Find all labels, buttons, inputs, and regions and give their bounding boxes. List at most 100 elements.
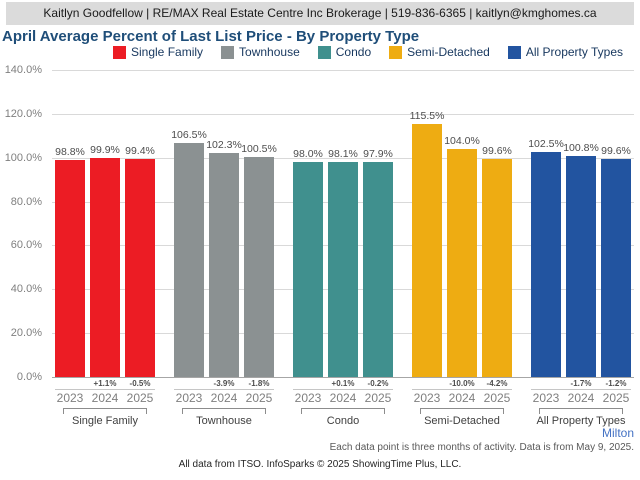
group-divider-line: [55, 389, 155, 390]
bar-column: 97.9%: [363, 70, 393, 377]
bar-value-label: 98.1%: [328, 148, 358, 160]
bar-column: 99.9%: [90, 70, 120, 377]
y-tick-label: 80.0%: [10, 196, 42, 208]
bars-cluster: 102.5% 100.8% 99.6%: [528, 70, 631, 377]
gridline: [52, 70, 634, 71]
bar-value-label: 99.4%: [125, 145, 155, 157]
bar-value-label: 106.5%: [171, 129, 207, 141]
bar-column: 99.6%: [482, 70, 512, 377]
year-label: 2025: [483, 391, 511, 405]
legend-item-label: Semi-Detached: [407, 45, 490, 59]
change-label: -0.2%: [367, 378, 389, 388]
change-row: -3.9% -1.8%: [174, 377, 274, 389]
bar: [447, 149, 477, 377]
change-label: -1.8%: [248, 378, 270, 388]
bar-value-label: 98.8%: [55, 146, 85, 158]
bar-column: 99.4%: [125, 70, 155, 377]
gridline: [52, 114, 634, 115]
year-label: 2023: [532, 391, 560, 405]
legend-item-label: All Property Types: [525, 45, 623, 59]
year-label: 2024: [567, 391, 595, 405]
change-label: -4.2%: [486, 378, 508, 388]
data-note: Each data point is three months of activ…: [329, 442, 634, 453]
bar-column: 100.5%: [241, 70, 277, 377]
attribution-text: All data from ITSO. InfoSparks © 2025 Sh…: [178, 459, 462, 470]
bar-value-label: 100.8%: [563, 142, 599, 154]
legend-item-label: Condo: [335, 45, 372, 59]
bar: [601, 159, 631, 377]
bar-value-label: 99.6%: [482, 145, 512, 157]
chart-title: April Average Percent of Last List Price…: [2, 28, 420, 45]
change-row: -10.0% -4.2%: [412, 377, 512, 389]
y-tick-label: 120.0%: [4, 108, 42, 120]
legend-item-4: All Property Types: [507, 45, 623, 59]
legend-item-2: Condo: [317, 45, 372, 59]
y-tick-label: 100.0%: [4, 152, 42, 164]
bar-column: 98.0%: [293, 70, 323, 377]
bar-value-label: 100.5%: [241, 143, 277, 155]
bar-column: 106.5%: [171, 70, 207, 377]
bar-group-2: 98.0% 98.1% 97.9% +0.1% -0.2% 2023 2024 2025 Con…: [293, 70, 393, 427]
bar-column: 104.0%: [444, 70, 480, 377]
bar: [531, 152, 561, 377]
bars-cluster: 98.8% 99.9% 99.4%: [55, 70, 155, 377]
bar-column: 102.3%: [206, 70, 242, 377]
group-bracket: [420, 408, 504, 414]
bar-value-label: 115.5%: [409, 110, 445, 122]
gridline: [52, 158, 634, 159]
change-label: -0.5%: [129, 378, 151, 388]
change-label: -1.2%: [605, 378, 627, 388]
change-row: +0.1% -0.2%: [293, 377, 393, 389]
bar: [482, 159, 512, 377]
legend-item-label: Single Family: [131, 45, 204, 59]
bar-group-4: 102.5% 100.8% 99.6% -1.7% -1.2% 2023 2024 2025 A…: [528, 70, 631, 427]
year-label: 2023: [175, 391, 203, 405]
bars-cluster: 106.5% 102.3% 100.5%: [171, 70, 277, 377]
change-label: -10.0%: [449, 378, 475, 388]
year-label: 2023: [294, 391, 322, 405]
year-label: 2024: [91, 391, 119, 405]
group-label: Semi-Detached: [424, 415, 500, 427]
bar: [209, 153, 239, 377]
year-row: 2023 2024 2025: [293, 390, 393, 406]
gridline: [52, 377, 634, 378]
group-label: Condo: [326, 415, 360, 427]
bar-column: 115.5%: [409, 70, 445, 377]
bar-value-label: 104.0%: [444, 135, 480, 147]
legend-swatch-icon: [317, 45, 331, 59]
year-label: 2024: [448, 391, 476, 405]
bar: [566, 156, 596, 377]
year-label: 2023: [56, 391, 84, 405]
legend-item-0: Single Family: [113, 45, 203, 59]
bar: [244, 157, 274, 377]
group-bracket: [182, 408, 266, 414]
bar-value-label: 102.5%: [528, 138, 564, 150]
group-divider-line: [174, 389, 274, 390]
bar-column: 99.6%: [601, 70, 631, 377]
year-label: 2024: [210, 391, 238, 405]
year-label: 2025: [245, 391, 273, 405]
bar-column: 102.5%: [528, 70, 564, 377]
year-row: 2023 2024 2025: [174, 390, 274, 406]
change-label: -1.7%: [570, 378, 592, 388]
bar: [55, 160, 85, 377]
y-tick-label: 40.0%: [10, 283, 42, 295]
group-label: All Property Types: [536, 415, 626, 427]
group-divider-line: [293, 389, 393, 390]
bar-groups-row: 98.8% 99.9% 99.4% +1.1% -0.5% 2023 2024 2025 Sin…: [52, 70, 634, 427]
year-row: 2023 2024 2025: [55, 390, 155, 406]
bar: [174, 143, 204, 377]
agent-header-banner: Kaitlyn Goodfellow | RE/MAX Real Estate …: [6, 2, 634, 25]
year-label: 2025: [126, 391, 154, 405]
y-tick-label: 60.0%: [10, 239, 42, 251]
change-row: +1.1% -0.5%: [55, 377, 155, 389]
year-label: 2025: [602, 391, 630, 405]
year-label: 2023: [413, 391, 441, 405]
bar-column: 100.8%: [563, 70, 599, 377]
y-axis: 140.0% 120.0% 100.0% 80.0% 60.0% 40.0% 20.0% 0.…: [0, 64, 46, 383]
bar-value-label: 99.6%: [601, 145, 631, 157]
group-divider-line: [531, 389, 631, 390]
group-bracket: [63, 408, 147, 414]
agent-contact-text: Kaitlyn Goodfellow | RE/MAX Real Estate …: [43, 6, 597, 20]
